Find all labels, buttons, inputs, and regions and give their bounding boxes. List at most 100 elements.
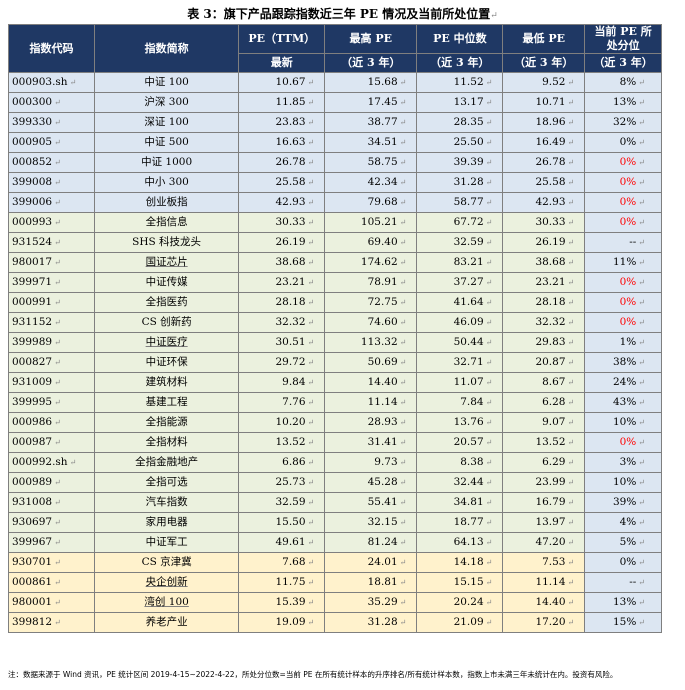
cell-percentile: 13% ↵ xyxy=(584,592,662,613)
header-median-pe: PE 中位数 xyxy=(416,24,504,54)
cell-percentile: 0% ↵ xyxy=(584,212,662,233)
table-row: 399006 ↵ 创业板指 42.93 ↵ 79.68 ↵ 58.77 ↵ 42.93 ↵ 0% ↵ xyxy=(8,192,662,213)
cell-median-pe: 34.81 ↵ xyxy=(416,492,504,513)
cell-code: 399967 ↵ xyxy=(8,532,95,553)
cell-name: 全指能源 xyxy=(93,412,240,433)
cell-max-pe: 42.34 ↵ xyxy=(324,172,418,193)
cell-name: 中证 100 xyxy=(93,72,240,93)
cell-code: 000861 ↵ xyxy=(8,572,95,593)
header-name: 指数简称 xyxy=(93,24,240,73)
table-row: 930697 ↵ 家用电器 15.50 ↵ 32.15 ↵ 18.77 ↵ 13.97 ↵ 4% ↵ xyxy=(8,512,662,533)
cell-min-pe: 47.20 ↵ xyxy=(502,532,586,553)
table-row: 931008 ↵ 汽车指数 32.59 ↵ 55.41 ↵ 34.81 ↵ 16.79 ↵ 39% ↵ xyxy=(8,492,662,513)
cell-percentile: 43% ↵ xyxy=(584,392,662,413)
cell-name: 全指医药 xyxy=(93,292,240,313)
cell-name: 建筑材料 xyxy=(93,372,240,393)
cell-min-pe: 9.07 ↵ xyxy=(502,412,586,433)
cell-median-pe: 32.44 ↵ xyxy=(416,472,504,493)
header-min-pe: 最低 PE xyxy=(502,24,586,54)
table-row: 000987 ↵ 全指材料 13.52 ↵ 31.41 ↵ 20.57 ↵ 13.52 ↵ 0% ↵ xyxy=(8,432,662,453)
header-percentile-sub: （近 3 年） xyxy=(584,53,662,73)
cell-percentile: 10% ↵ xyxy=(584,472,662,493)
cell-pe-ttm: 42.93 ↵ xyxy=(238,192,326,213)
cell-max-pe: 18.81 ↵ xyxy=(324,572,418,593)
cell-max-pe: 81.24 ↵ xyxy=(324,532,418,553)
cell-code: 000905 ↵ xyxy=(8,132,95,153)
cell-name: 全指材料 xyxy=(93,432,240,453)
cell-min-pe: 6.29 ↵ xyxy=(502,452,586,473)
cell-percentile: 0% ↵ xyxy=(584,432,662,453)
cell-code: 931524 ↵ xyxy=(8,232,95,253)
cell-median-pe: 11.07 ↵ xyxy=(416,372,504,393)
cell-max-pe: 32.15 ↵ xyxy=(324,512,418,533)
cell-code: 399006 ↵ xyxy=(8,192,95,213)
cell-percentile: 0% ↵ xyxy=(584,192,662,213)
cell-percentile: -- ↵ xyxy=(584,572,662,593)
cell-pe-ttm: 15.50 ↵ xyxy=(238,512,326,533)
cell-pe-ttm: 10.20 ↵ xyxy=(238,412,326,433)
cell-max-pe: 24.01 ↵ xyxy=(324,552,418,573)
cell-median-pe: 13.76 ↵ xyxy=(416,412,504,433)
table-row: 000989 ↵ 全指可选 25.73 ↵ 45.28 ↵ 32.44 ↵ 23.99 ↵ 10% ↵ xyxy=(8,472,662,493)
cell-name: 养老产业 xyxy=(93,612,240,633)
header-percentile: 当前 PE 所 处分位 xyxy=(584,24,662,54)
cell-max-pe: 55.41 ↵ xyxy=(324,492,418,513)
cell-percentile: 0% ↵ xyxy=(584,312,662,333)
cell-median-pe: 13.17 ↵ xyxy=(416,92,504,113)
cell-max-pe: 72.75 ↵ xyxy=(324,292,418,313)
cell-min-pe: 32.32 ↵ xyxy=(502,312,586,333)
table-row: 000300 ↵ 沪深 300 11.85 ↵ 17.45 ↵ 13.17 ↵ 10.71 ↵ 13%… xyxy=(8,92,662,113)
cell-code: 399971 ↵ xyxy=(8,272,95,293)
cell-min-pe: 23.21 ↵ xyxy=(502,272,586,293)
cell-name: SHS 科技龙头 xyxy=(93,232,240,253)
cell-median-pe: 46.09 ↵ xyxy=(416,312,504,333)
cell-name: 国证芯片 xyxy=(93,252,240,273)
cell-code: 931152 ↵ xyxy=(8,312,95,333)
cell-median-pe: 32.59 ↵ xyxy=(416,232,504,253)
cell-code: 000827 ↵ xyxy=(8,352,95,373)
cell-median-pe: 28.35 ↵ xyxy=(416,112,504,133)
cell-name: 中证 1000 xyxy=(93,152,240,173)
cell-pe-ttm: 13.52 ↵ xyxy=(238,432,326,453)
cell-percentile: 24% ↵ xyxy=(584,372,662,393)
cell-median-pe: 18.77 ↵ xyxy=(416,512,504,533)
table-row: 399330 ↵ 深证 100 23.83 ↵ 38.77 ↵ 28.35 ↵ 18.96 ↵ 32%… xyxy=(8,112,662,133)
cell-percentile: 0% ↵ xyxy=(584,152,662,173)
header-max-pe: 最高 PE xyxy=(324,24,418,54)
cell-code: 399989 ↵ xyxy=(8,332,95,353)
table-row: 000861 ↵ 央企创新 11.75 ↵ 18.81 ↵ 15.15 ↵ 11.14 ↵ -- ↵ xyxy=(8,572,662,593)
cell-code: 931009 ↵ xyxy=(8,372,95,393)
cell-name: CS 京津冀 xyxy=(93,552,240,573)
cell-code: 000989 ↵ xyxy=(8,472,95,493)
cell-min-pe: 16.79 ↵ xyxy=(502,492,586,513)
cell-name: 基建工程 xyxy=(93,392,240,413)
cell-max-pe: 11.14 ↵ xyxy=(324,392,418,413)
cell-name: 深证 100 xyxy=(93,112,240,133)
cell-max-pe: 14.40 ↵ xyxy=(324,372,418,393)
table-title: 表 3：旗下产品跟踪指数近三年 PE 情况及当前所处位置↵ xyxy=(187,7,498,21)
cell-code: 000903.sh ↵ xyxy=(8,72,95,93)
cell-pe-ttm: 32.59 ↵ xyxy=(238,492,326,513)
cell-name: 沪深 300 xyxy=(93,92,240,113)
table-row: 000993 ↵ 全指信息 30.33 ↵ 105.21 ↵ 67.72 ↵ 30.33 ↵ 0% ↵ xyxy=(8,212,662,233)
cell-median-pe: 14.18 ↵ xyxy=(416,552,504,573)
cell-max-pe: 58.75 ↵ xyxy=(324,152,418,173)
cell-min-pe: 23.99 ↵ xyxy=(502,472,586,493)
cell-pe-ttm: 11.85 ↵ xyxy=(238,92,326,113)
cell-min-pe: 16.49 ↵ xyxy=(502,132,586,153)
table-row: 399989 ↵ 中证医疗 30.51 ↵ 113.32 ↵ 50.44 ↵ 29.83 ↵ 1% ↵ xyxy=(8,332,662,353)
cell-pe-ttm: 49.61 ↵ xyxy=(238,532,326,553)
header-max-pe-sub: （近 3 年） xyxy=(324,53,418,73)
cell-percentile: 11% ↵ xyxy=(584,252,662,273)
cell-median-pe: 11.52 ↵ xyxy=(416,72,504,93)
cell-min-pe: 20.87 ↵ xyxy=(502,352,586,373)
table-row: 399008 ↵ 中小 300 25.58 ↵ 42.34 ↵ 31.28 ↵ 25.58 ↵ 0% ↵ xyxy=(8,172,662,193)
cell-code: 980001 ↵ xyxy=(8,592,95,613)
cell-max-pe: 31.28 ↵ xyxy=(324,612,418,633)
cell-max-pe: 38.77 ↵ xyxy=(324,112,418,133)
cell-min-pe: 6.28 ↵ xyxy=(502,392,586,413)
cell-name: 全指可选 xyxy=(93,472,240,493)
cell-min-pe: 14.40 ↵ xyxy=(502,592,586,613)
cell-median-pe: 37.27 ↵ xyxy=(416,272,504,293)
footnote: 注：数据来源于 Wind 资讯，PE 统计区间 2019-4-15~2022-4… xyxy=(8,670,618,679)
